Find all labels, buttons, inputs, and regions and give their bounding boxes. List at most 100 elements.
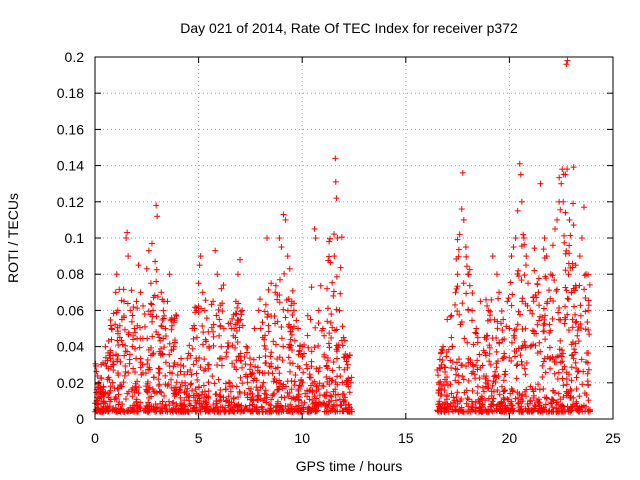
data-point-bg (500, 388, 507, 395)
data-point-bg (173, 401, 180, 408)
data-point (485, 307, 492, 314)
data-point-bg (327, 319, 334, 326)
data-point-bg (521, 388, 528, 395)
data-point-bg (287, 401, 294, 408)
data-point-bg (483, 408, 490, 415)
data-point-bg (551, 370, 558, 377)
data-point-bg (323, 373, 330, 380)
data-point (133, 298, 140, 305)
data-point-bg (540, 305, 547, 312)
data-point-bg (452, 301, 459, 308)
data-point (156, 334, 163, 341)
data-point-bg (135, 384, 142, 391)
data-point-bg (148, 393, 155, 400)
data-point-bg (464, 339, 471, 346)
data-point (139, 361, 146, 368)
data-point-bg (276, 370, 283, 377)
data-point-bg (324, 404, 331, 411)
data-point (247, 361, 254, 368)
data-point (500, 316, 507, 323)
data-point (224, 343, 231, 350)
data-point-bg (465, 396, 472, 403)
data-points (92, 57, 594, 415)
data-point-bg (262, 387, 269, 394)
data-point-bg (460, 280, 467, 287)
data-point-bg (144, 389, 151, 396)
data-point-bg (463, 253, 470, 260)
data-point-bg (100, 398, 107, 405)
data-point-bg (455, 253, 462, 260)
data-point-bg (236, 324, 243, 331)
data-point-bg (129, 312, 136, 319)
data-point-bg (438, 361, 445, 368)
data-point-bg (557, 337, 564, 344)
data-point (527, 307, 534, 314)
data-point-bg (166, 340, 173, 347)
data-point-bg (272, 365, 279, 372)
data-point-bg (507, 390, 514, 397)
data-point-bg (239, 380, 246, 387)
data-point-bg (562, 267, 569, 274)
data-point-bg (313, 388, 320, 395)
data-point-bg (559, 403, 566, 410)
data-point-bg (461, 335, 468, 342)
data-point-bg (541, 312, 548, 319)
data-point-bg (276, 299, 283, 306)
data-point-bg (542, 369, 549, 376)
data-point-bg (321, 351, 328, 358)
data-point-bg (242, 373, 249, 380)
data-point-bg (496, 340, 503, 347)
data-point-bg (341, 394, 348, 401)
data-point-bg (254, 367, 261, 374)
data-point-bg (278, 408, 285, 415)
data-point (473, 325, 480, 332)
data-point-bg (546, 344, 553, 351)
data-point-bg (504, 395, 511, 402)
data-point-bg (332, 386, 339, 393)
data-point-bg (124, 348, 131, 355)
data-point (243, 343, 250, 350)
data-point-bg (268, 363, 275, 370)
data-point (195, 280, 202, 287)
data-point-bg (453, 359, 460, 366)
data-point-bg (562, 303, 569, 310)
data-point-bg (262, 346, 269, 353)
data-point (562, 171, 569, 178)
data-point-bg (307, 374, 314, 381)
data-point-bg (574, 332, 581, 339)
data-point-bg (530, 298, 537, 305)
data-point-bg (489, 398, 496, 405)
data-point-bg (248, 408, 255, 415)
data-point (558, 180, 565, 187)
data-point-bg (472, 329, 479, 336)
data-point-bg (153, 278, 160, 285)
data-point (145, 247, 152, 254)
data-point-bg (300, 404, 307, 411)
data-point-bg (466, 282, 473, 289)
y-tick-label: 0.02 (57, 375, 84, 391)
data-point-bg (444, 382, 451, 389)
data-point-bg (162, 372, 169, 379)
data-point-bg (125, 331, 132, 338)
data-point-bg (324, 357, 331, 364)
data-point-bg (348, 408, 355, 415)
data-point-bg (328, 397, 335, 404)
data-point-bg (329, 324, 336, 331)
data-point-bg (287, 368, 294, 375)
data-point-bg (567, 386, 574, 393)
data-point-bg (462, 363, 469, 370)
data-point-bg (522, 300, 529, 307)
data-point-bg (556, 304, 563, 311)
data-point-bg (340, 391, 347, 398)
data-point (459, 169, 466, 176)
data-point-bg (134, 402, 141, 409)
data-point (460, 216, 467, 223)
data-point-bg (560, 350, 567, 357)
data-point-bg (514, 321, 521, 328)
data-point-bg (515, 308, 522, 315)
data-point-bg (93, 368, 100, 375)
data-point-bg (554, 286, 561, 293)
data-point-bg (540, 328, 547, 335)
data-point-bg (213, 398, 220, 405)
data-point-bg (491, 407, 498, 414)
